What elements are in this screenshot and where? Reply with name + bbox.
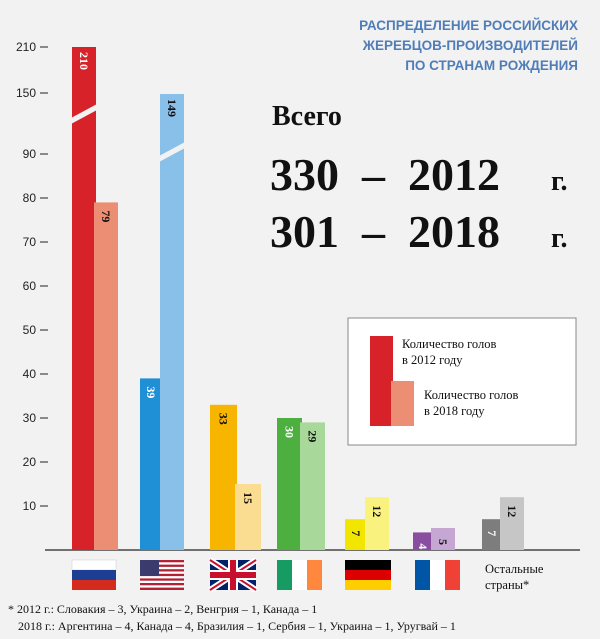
footnote-line-1: * 2012 г.: Словакия – 3, Украина – 2, Ве… <box>8 602 317 616</box>
bar-value-label: 39 <box>144 386 158 398</box>
y-tick-label: 60 <box>23 279 37 293</box>
legend-label-2018-line2: в 2018 году <box>424 404 485 418</box>
bar-2018 <box>365 497 389 550</box>
bar-value-label: 29 <box>306 430 320 442</box>
bar-value-label: 33 <box>217 413 231 425</box>
bar-2012 <box>210 404 237 550</box>
bar-value-label: 7 <box>349 530 363 536</box>
bar-value-label: 210 <box>77 52 91 70</box>
y-tick-label: 50 <box>23 323 37 337</box>
total-suffix-2012: г. <box>551 166 568 197</box>
bars-group: 210 79 39 149 33 15 30 29 7 12 45 7 12 <box>71 47 524 551</box>
legend-label-2018-line1: Количество голов <box>424 388 518 402</box>
bar-2012 <box>345 519 367 550</box>
flag-uk-icon <box>208 557 258 593</box>
title-line-3: ПО СТРАНАМ РОЖДЕНИЯ <box>405 58 578 73</box>
title-line-1: РАСПРЕДЕЛЕНИЕ РОССИЙСКИХ <box>359 18 578 33</box>
bar-2018 <box>300 422 325 550</box>
flag-usa-icon <box>140 560 184 590</box>
footnote: * 2012 г.: Словакия – 3, Украина – 2, Ве… <box>8 602 456 633</box>
bar-value-label: 79 <box>99 210 113 222</box>
total-line-2012: 330 – 2012 <box>270 149 500 200</box>
axis-break-mark <box>71 104 97 124</box>
total-line-2018: 301 – 2018 <box>270 206 500 257</box>
bar-value-label: 5 <box>436 539 450 545</box>
bar-value-label: 4 <box>416 543 430 549</box>
y-tick-label: 80 <box>23 191 37 205</box>
others-label-line2: страны* <box>485 578 529 592</box>
bar-value-label: 15 <box>241 492 255 504</box>
bar-value-label: 12 <box>505 505 519 517</box>
legend: Количество голов в 2012 году Количество … <box>347 317 577 446</box>
total-suffix-2018: г. <box>551 223 568 254</box>
others-label-line1: Остальные <box>485 562 544 576</box>
flag-france-icon <box>415 560 460 590</box>
flags-row: Остальные страны* <box>71 557 544 593</box>
bar-2012 <box>277 418 302 550</box>
y-tick-label: 40 <box>23 367 37 381</box>
bar-value-label: 7 <box>485 530 499 536</box>
total-heading: Всего <box>272 101 342 132</box>
chart-title: РАСПРЕДЕЛЕНИЕ РОССИЙСКИХ ЖЕРЕБЦОВ-ПРОИЗВ… <box>359 18 578 73</box>
y-tick-label: 30 <box>23 411 37 425</box>
legend-swatch-2012 <box>370 336 393 426</box>
bar-2018 <box>160 94 184 551</box>
y-tick-label: 150 <box>16 86 36 100</box>
bar-value-label: 149 <box>165 99 179 117</box>
bar-2012 <box>413 532 433 550</box>
bar-2018 <box>94 202 118 550</box>
legend-swatch-2018 <box>391 381 414 426</box>
total-block: Всего 330 – 2012 г. 301 – 2018 г. <box>270 101 568 257</box>
title-line-2: ЖЕРЕБЦОВ-ПРОИЗВОДИТЕЛЕЙ <box>362 38 578 53</box>
legend-label-2012-line1: Количество голов <box>402 337 496 351</box>
y-tick-label: 20 <box>23 455 37 469</box>
bar-value-label: 12 <box>370 505 384 517</box>
y-tick-label: 70 <box>23 235 37 249</box>
footnote-line-2: 2018 г.: Аргентина – 4, Канада – 4, Браз… <box>18 619 456 633</box>
y-tick-label: 10 <box>23 499 37 513</box>
bar-2012 <box>72 47 96 550</box>
bar-2018 <box>235 484 261 550</box>
y-axis: 10 20 30 40 50 60 70 80 90 150 210 <box>16 40 48 513</box>
y-tick-label: 210 <box>16 40 36 54</box>
axis-break-mark <box>159 142 185 162</box>
bar-2018 <box>431 528 455 550</box>
bar-2018 <box>500 497 524 550</box>
bar-2012 <box>140 378 162 550</box>
flag-ireland-icon <box>277 560 322 590</box>
bar-2012 <box>482 519 502 550</box>
y-tick-label: 90 <box>23 147 37 161</box>
flag-germany-icon <box>345 560 391 590</box>
flag-russia-icon <box>71 559 117 590</box>
bar-value-label: 30 <box>283 426 297 438</box>
legend-label-2012-line2: в 2012 году <box>402 353 463 367</box>
